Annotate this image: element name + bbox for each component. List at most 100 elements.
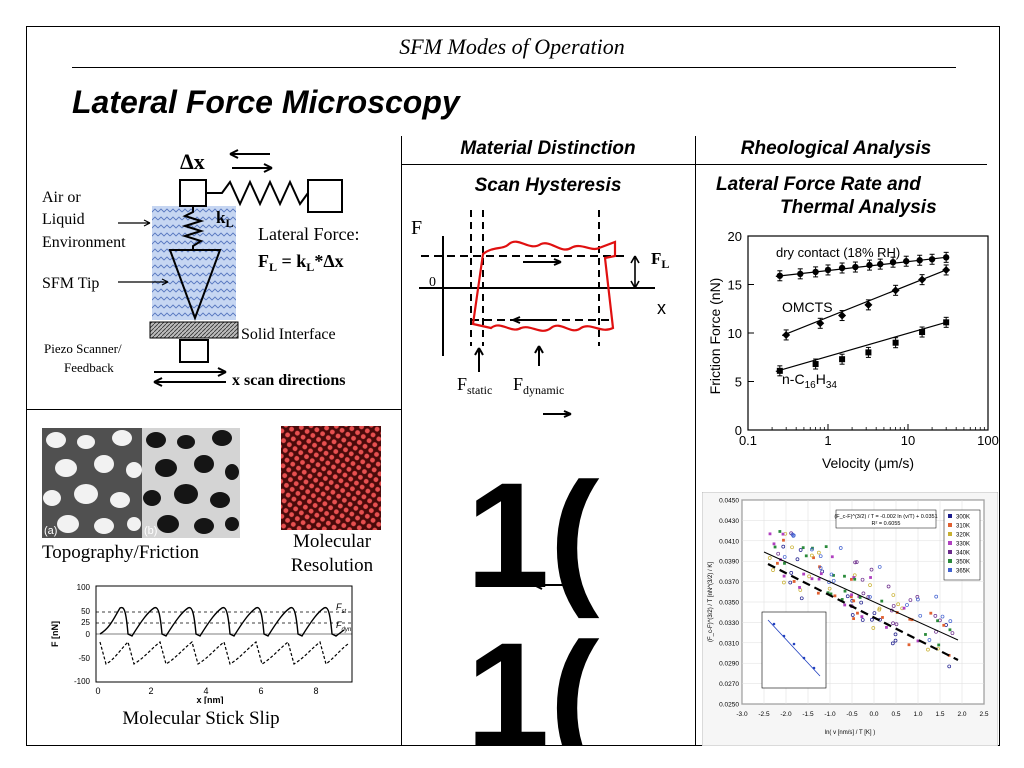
- th-point: [860, 618, 865, 622]
- th-ytick-label: 0.0450: [719, 498, 739, 505]
- th-point: [881, 616, 884, 619]
- solid-interface-block: [149, 321, 239, 339]
- ss-xtick-2: 2: [148, 686, 153, 696]
- molecular-caption: Molecular Resolution: [266, 530, 398, 578]
- th-point: [880, 599, 884, 603]
- slide-title: Lateral Force Microscopy: [72, 84, 460, 120]
- th-legend-swatch: [948, 550, 952, 554]
- th-point: [852, 599, 856, 603]
- th-point: [853, 577, 857, 581]
- th-point: [776, 551, 781, 556]
- scan-arrow-left-icon: [153, 377, 226, 387]
- th-point: [829, 572, 834, 577]
- th-legend-label: 365K: [956, 569, 970, 575]
- th-point: [861, 591, 866, 596]
- header-rule: [72, 67, 956, 68]
- th-point: [908, 617, 912, 621]
- fv-point: [816, 319, 825, 328]
- th-point: [894, 622, 899, 627]
- ss-xlabel: x [nm]: [197, 695, 224, 704]
- th-point: [783, 561, 786, 565]
- th-point: [856, 611, 859, 615]
- th-point: [860, 577, 865, 582]
- label-a: (a): [44, 525, 57, 537]
- th-point: [782, 574, 786, 578]
- th-legend-swatch: [948, 514, 952, 518]
- inset-points: [772, 622, 816, 670]
- f-axis-label: F: [411, 217, 422, 239]
- th-point: [886, 584, 891, 589]
- solid-interface-label: Solid Interface: [241, 326, 336, 343]
- th-legend-label: 320K: [956, 533, 970, 539]
- th-point: [858, 596, 862, 599]
- th-point: [791, 534, 796, 538]
- th-ytick-label: 0.0330: [719, 620, 739, 627]
- th-point: [891, 621, 895, 626]
- cantilever-block: [179, 179, 207, 207]
- th-xtick-label: -0.5: [846, 711, 858, 718]
- th-point: [854, 560, 859, 564]
- ss-ytick-m100: -100: [74, 677, 91, 686]
- ss-xtick-8: 8: [313, 686, 318, 696]
- th-point: [802, 572, 806, 576]
- thermal-fit-solid: [763, 551, 959, 641]
- env-label-2: Liquid: [42, 211, 85, 228]
- th-point: [824, 545, 828, 549]
- slide-frame: [26, 26, 1000, 746]
- th-legend-label: 300K: [956, 515, 970, 521]
- ss-ytick-25: 25: [81, 618, 90, 627]
- fv-ytick-label: 0: [735, 423, 742, 438]
- th-legend-swatch: [948, 568, 952, 572]
- th-point: [827, 586, 832, 591]
- th-point: [929, 611, 933, 615]
- dynamic-up-arrow-icon: [534, 345, 544, 366]
- env-label-3: Environment: [42, 234, 126, 251]
- stick-slip-chart: 100 50 25 0 -50 -100 0 2 4 6 8 x [nm] F …: [50, 583, 353, 704]
- static-up-arrow-icon: [474, 347, 484, 372]
- piezo-block: [179, 339, 209, 363]
- th-point: [849, 595, 853, 599]
- th-point: [798, 586, 801, 589]
- fv-xtick-label: 1: [824, 433, 831, 448]
- delta-x-label: Δx: [180, 149, 205, 174]
- fv-ytick-label: 10: [728, 326, 742, 341]
- zero-label: 0: [429, 275, 436, 290]
- arrow-right-icon: [232, 163, 273, 173]
- th-point: [840, 598, 844, 601]
- th-point: [792, 580, 796, 583]
- th-point: [781, 532, 785, 536]
- th-point: [850, 577, 853, 581]
- big-glyph-top: 1(: [466, 470, 600, 619]
- molecular-resolution-image: [281, 426, 381, 530]
- fv-point: [903, 258, 910, 265]
- th-point: [872, 611, 877, 615]
- th-point: [852, 576, 856, 579]
- th-point: [810, 577, 814, 581]
- kl-label: kL: [216, 208, 233, 230]
- lateral-force-label: Lateral Force:: [258, 224, 359, 244]
- th-legend-label: 330K: [956, 542, 970, 548]
- th-point: [866, 595, 871, 599]
- heading-material-distinction: Material Distinction: [460, 138, 636, 159]
- divider-left: [401, 136, 402, 746]
- forward-arrow-icon: [523, 258, 562, 266]
- molecular-caption-1: Molecular: [292, 531, 372, 552]
- slide-subtitle: SFM Modes of Operation: [399, 34, 625, 59]
- th-point: [869, 576, 872, 579]
- ss-ytick-m50: -50: [78, 654, 90, 663]
- fv-point: [812, 361, 819, 368]
- fv-ytick-label: 20: [728, 229, 742, 244]
- th-point: [817, 550, 821, 555]
- th-point: [890, 641, 895, 646]
- stick-slip-caption: Molecular Stick Slip: [122, 708, 280, 729]
- fv-point: [877, 260, 884, 268]
- th-point: [940, 614, 945, 619]
- fv-xtick-label: 100: [977, 433, 999, 448]
- sfm-tip-triangle: [168, 249, 222, 321]
- fl-double-arrow-icon: [630, 255, 640, 289]
- th-point: [907, 643, 911, 647]
- th-point: [885, 626, 888, 629]
- th-point: [768, 532, 772, 536]
- fv-xtick-label: 10: [901, 433, 915, 448]
- th-point: [852, 617, 856, 621]
